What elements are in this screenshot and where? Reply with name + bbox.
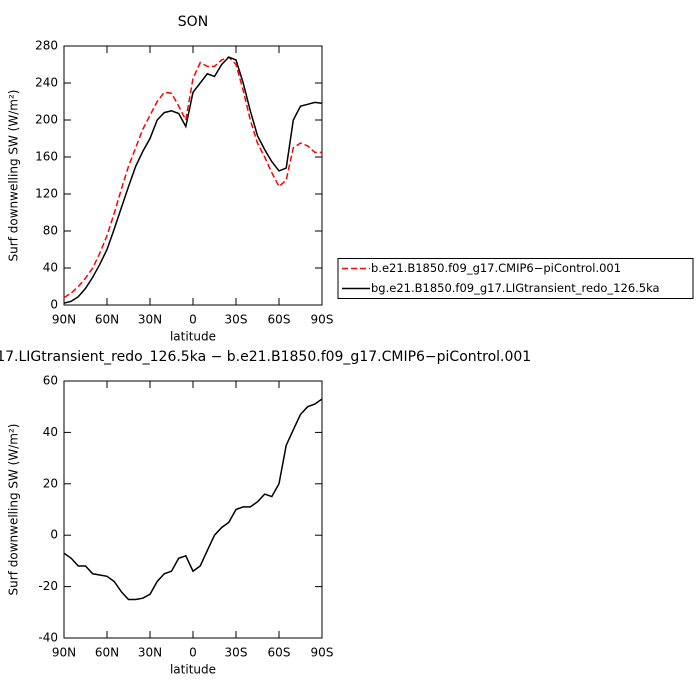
x-tick-label: 60S [268,646,291,660]
chart-title: bg.e21.B1850.f09_g17.LIGtransient_redo_1… [0,349,531,365]
y-tick-label: 240 [35,76,58,90]
x-tick-label: 60N [95,313,119,327]
y-tick-label: 20 [43,476,58,490]
series-line [63,56,323,304]
series-line [63,398,323,601]
y-tick-label: 0 [50,528,58,542]
x-axis-label: latitude [170,663,216,677]
y-tick-label: 0 [50,298,58,312]
x-tick-label: 30S [225,313,248,327]
y-tick-label: 160 [35,150,58,164]
legend-box [337,258,694,299]
x-axis-label: latitude [170,330,216,344]
x-tick-label: 60S [268,313,291,327]
y-axis-label: Surf downwelling SW (W/m²) [7,424,21,596]
x-tick-label: 90N [52,313,76,327]
x-tick-label: 90N [52,646,76,660]
y-tick-label: 40 [43,425,58,439]
chart-title: SON [178,14,208,30]
x-tick-label: 30N [138,313,162,327]
y-tick-label: 80 [43,224,58,238]
legend-label: b.e21.B1850.f09_g17.CMIP6−piControl.001 [371,261,621,275]
x-tick-label: 90S [311,646,334,660]
y-tick-label: 200 [35,113,58,127]
x-tick-label: 60N [95,646,119,660]
y-axis-label: Surf downwelling SW (W/m²) [7,90,21,262]
y-tick-label: 60 [43,374,58,388]
x-tick-label: 0 [189,313,197,327]
y-tick-label: 40 [43,261,58,275]
legend-label: bg.e21.B1850.f09_g17.LIGtransient_redo_1… [371,281,660,295]
y-tick-label: -40 [38,631,58,645]
x-tick-label: 0 [189,646,197,660]
x-tick-label: 90S [311,313,334,327]
series-line [63,56,322,299]
x-tick-label: 30S [225,646,248,660]
y-tick-label: 280 [35,39,58,53]
y-tick-label: 120 [35,187,58,201]
y-tick-label: -20 [38,579,58,593]
x-tick-label: 30N [138,646,162,660]
